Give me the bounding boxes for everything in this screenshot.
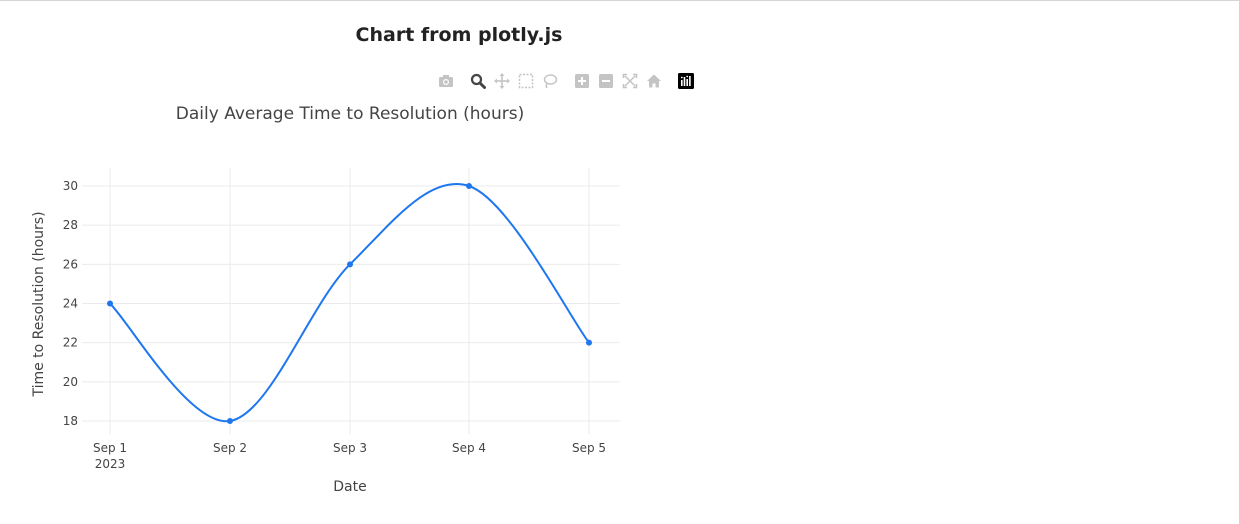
data-point-marker [466,183,472,189]
box-select-icon[interactable] [517,72,535,90]
autoscale-icon[interactable] [621,72,639,90]
y-tick-label: 22 [63,336,78,350]
page-heading: Chart from plotly.js [355,24,563,46]
x-tick-label: Sep 4 [452,441,486,455]
y-tick-label: 26 [63,257,78,271]
x-tick-label: Sep 3 [333,441,367,455]
zoom-out-icon[interactable] [597,72,615,90]
grid-lines [82,168,620,434]
data-point-marker [347,261,353,268]
x-axis-title: Date [333,479,366,495]
x-axis-ticks: Sep 1 Sep 2 Sep 3 Sep 4 Sep 5 2023 [93,441,606,471]
series-layer [107,183,592,424]
reset-axes-icon[interactable] [645,72,663,90]
top-border [0,0,1239,1]
y-tick-label: 24 [63,297,78,311]
plotly-logo-icon[interactable] [677,72,695,90]
y-tick-label: 30 [63,179,78,193]
modebar [0,0,1239,100]
x-tick-label: Sep 2 [213,441,247,455]
chart-title: Daily Average Time to Resolution (hours) [176,104,524,124]
camera-icon[interactable] [437,72,455,90]
x-tick-label: Sep 1 [93,441,127,455]
y-tick-label: 20 [63,375,78,389]
zoom-in-icon[interactable] [573,72,591,90]
x-tick-label: Sep 5 [572,441,606,455]
x-tick-year-label: 2023 [95,457,126,471]
y-axis-ticks: 18 20 22 24 26 28 30 [63,179,78,428]
y-tick-label: 28 [63,218,78,232]
zoom-icon[interactable] [469,72,487,90]
lasso-select-icon[interactable] [541,72,559,90]
y-axis-title: Time to Resolution (hours) [31,211,47,397]
data-point-marker [586,339,592,346]
data-point-marker [107,300,113,307]
data-point-marker [227,418,233,424]
y-tick-label: 18 [63,414,78,428]
pan-icon[interactable] [493,72,511,90]
